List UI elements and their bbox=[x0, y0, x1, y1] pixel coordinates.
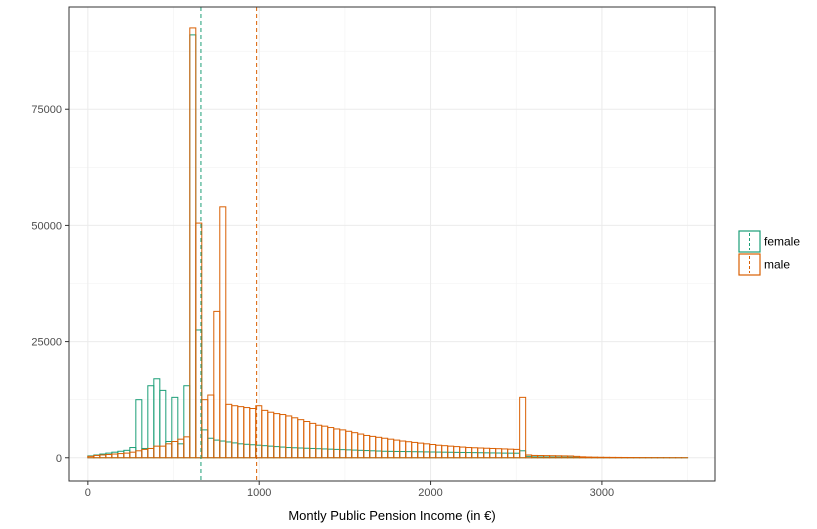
y-axis: 0 25000 50000 75000 bbox=[31, 104, 69, 465]
legend-key-male bbox=[738, 253, 761, 276]
y-tick-label: 50000 bbox=[31, 220, 62, 232]
male-bar bbox=[579, 456, 587, 459]
y-tick-label: 25000 bbox=[31, 337, 62, 349]
x-tick-label: 3000 bbox=[590, 487, 614, 499]
legend-key-female bbox=[738, 230, 761, 253]
male-bar bbox=[219, 206, 227, 459]
x-axis-title: Montly Public Pension Income (in €) bbox=[288, 508, 495, 523]
grid-lines bbox=[69, 7, 715, 481]
y-tick-label: 75000 bbox=[31, 104, 62, 116]
x-axis: 0 1000 2000 3000 bbox=[85, 481, 614, 499]
legend: female male bbox=[738, 230, 800, 276]
legend-label-female: female bbox=[764, 235, 800, 249]
legend-label-male: male bbox=[764, 258, 790, 272]
x-tick-label: 2000 bbox=[418, 487, 442, 499]
y-tick-label: 0 bbox=[56, 453, 62, 465]
male-bar bbox=[195, 222, 203, 459]
mean-lines bbox=[200, 7, 258, 481]
male-bar bbox=[591, 456, 599, 459]
male-bars bbox=[87, 27, 689, 459]
male-bar bbox=[585, 456, 593, 459]
plot-border bbox=[68, 6, 716, 482]
x-tick-label: 0 bbox=[85, 487, 91, 499]
male-bar bbox=[519, 396, 527, 459]
plot-panel bbox=[69, 7, 715, 481]
x-tick-label: 1000 bbox=[247, 487, 271, 499]
